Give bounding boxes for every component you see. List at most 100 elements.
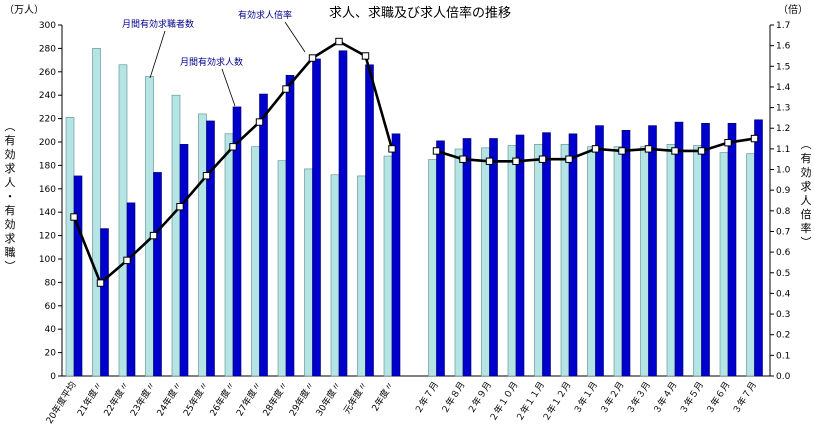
bar-job-openings xyxy=(232,106,242,377)
x-tick-label: 26年度〃 xyxy=(207,379,238,418)
ratio-point xyxy=(176,202,184,211)
bar-job-openings xyxy=(648,125,657,377)
bar-job-openings xyxy=(365,64,374,377)
bar-job-seekers xyxy=(145,76,154,377)
ratio-point xyxy=(282,85,290,93)
right-tick-label: 1.1 xyxy=(776,145,790,155)
ratio-point xyxy=(229,143,237,151)
right-tick-label: 0.1 xyxy=(776,351,790,361)
x-tick-label: 2年度〃 xyxy=(369,379,397,413)
bar-job-seekers xyxy=(666,144,676,377)
bar-job-openings xyxy=(489,138,498,377)
bar-job-seekers xyxy=(693,145,702,377)
annotation-leader xyxy=(221,68,236,107)
right-tick-label: 0.9 xyxy=(776,186,791,196)
bar-job-seekers xyxy=(383,155,393,377)
ratio-point xyxy=(308,54,317,62)
left-tick-label: 0 xyxy=(50,372,56,382)
ratio-point xyxy=(255,118,264,126)
x-tick-label: ２年７月 xyxy=(412,379,441,416)
ratio-point xyxy=(697,147,706,155)
left-tick-label: 280 xyxy=(39,44,56,54)
right-tick-label: 0.6 xyxy=(776,248,791,258)
ratio-point xyxy=(724,138,732,147)
left-tick-label: 20 xyxy=(45,349,57,359)
right-tick-label: 0.3 xyxy=(776,310,790,320)
bar-job-openings xyxy=(312,58,321,377)
x-tick-label: ３年１月 xyxy=(571,379,600,416)
bar-job-openings xyxy=(621,130,631,377)
right-axis-unit: （倍） xyxy=(778,3,808,16)
bar-job-seekers xyxy=(719,152,729,377)
bar-job-seekers xyxy=(251,146,260,377)
right-axis-title: ︵有効求人倍率︶ xyxy=(801,138,812,249)
right-tick-label: 1.2 xyxy=(776,124,790,134)
left-tick-label: 40 xyxy=(45,325,57,335)
x-tick-labels: 20年度平均21年度〃22年度〃23年度〃24年度〃25年度〃26年度〃27年度… xyxy=(43,379,759,426)
bar-job-openings xyxy=(701,122,710,377)
annotation-label: 月間有効求職者数 xyxy=(122,18,194,30)
bar-job-seekers xyxy=(454,148,464,377)
right-tick-label: 0.5 xyxy=(776,269,790,279)
right-tick-label: 1.0 xyxy=(776,166,791,176)
bar-job-seekers xyxy=(65,117,75,377)
left-axis-unit: （万人） xyxy=(4,4,44,16)
bar-job-seekers xyxy=(507,145,517,377)
bar-job-openings xyxy=(100,228,109,377)
annotation-label: 月間有効求人数 xyxy=(180,56,243,68)
bar-job-openings xyxy=(179,144,189,377)
ratio-point xyxy=(459,155,467,163)
ratio-point xyxy=(361,52,370,60)
left-tick-label: 80 xyxy=(45,278,57,288)
left-tick-label: 60 xyxy=(45,302,57,312)
annotation-leader xyxy=(149,30,166,79)
ratio-point xyxy=(96,279,105,287)
bar-job-openings xyxy=(727,122,737,377)
ratio-point xyxy=(591,145,600,153)
bar-job-seekers xyxy=(357,175,366,377)
right-tick-label: 1.7 xyxy=(776,21,790,31)
bar-job-openings xyxy=(462,138,472,377)
left-tick-label: 160 xyxy=(39,185,56,195)
x-tick-label: ３年２月 xyxy=(597,379,626,416)
bar-job-seekers xyxy=(560,144,570,377)
bar-job-seekers xyxy=(92,48,101,377)
x-tick-label: ３年６月 xyxy=(703,379,732,416)
chart-title: 求人、求職及び求人倍率の推移 xyxy=(329,5,511,21)
ratio-point xyxy=(512,157,520,165)
left-axis-label: ︵有効求人・有効求職︶ xyxy=(5,120,16,273)
left-tick-label: 300 xyxy=(39,21,56,31)
ratio-point xyxy=(70,213,78,221)
x-tick-label: 25年度〃 xyxy=(180,379,211,418)
bars xyxy=(65,48,763,377)
bar-job-openings xyxy=(595,125,604,377)
left-tick-label: 120 xyxy=(39,232,56,242)
bar-job-openings xyxy=(436,140,445,377)
ratio-point xyxy=(671,147,679,155)
x-tick-label: 20年度平均 xyxy=(43,379,78,426)
x-tick-label: ２年９月 xyxy=(465,379,494,416)
bar-job-seekers xyxy=(534,144,543,377)
right-tick-label: 0.2 xyxy=(776,331,790,341)
bar-job-seekers xyxy=(746,153,755,377)
left-tick-label: 260 xyxy=(39,68,56,78)
x-tick-label: 27年度〃 xyxy=(233,379,264,418)
x-tick-label: 24年度〃 xyxy=(154,379,185,418)
left-axis-title: ︵有効求人・有効求職︶ xyxy=(5,120,16,273)
bar-job-openings xyxy=(391,133,401,377)
ratio-point xyxy=(618,147,626,155)
ratio-point xyxy=(123,256,131,265)
x-tick-label: 21年度〃 xyxy=(74,379,105,418)
bar-job-openings xyxy=(542,132,551,377)
right-tick-label: 0.4 xyxy=(776,289,791,299)
bar-job-openings xyxy=(568,133,578,377)
left-tick-label: 240 xyxy=(39,91,56,101)
x-tick-label: ３年４月 xyxy=(650,379,679,416)
ratio-point xyxy=(335,37,343,46)
right-axis-label: ︵有効求人倍率︶ xyxy=(801,138,812,249)
left-tick-label: 220 xyxy=(39,115,56,125)
bar-job-seekers xyxy=(587,146,596,377)
ratio-point xyxy=(485,157,494,165)
x-tick-label: ３年３月 xyxy=(624,379,653,416)
